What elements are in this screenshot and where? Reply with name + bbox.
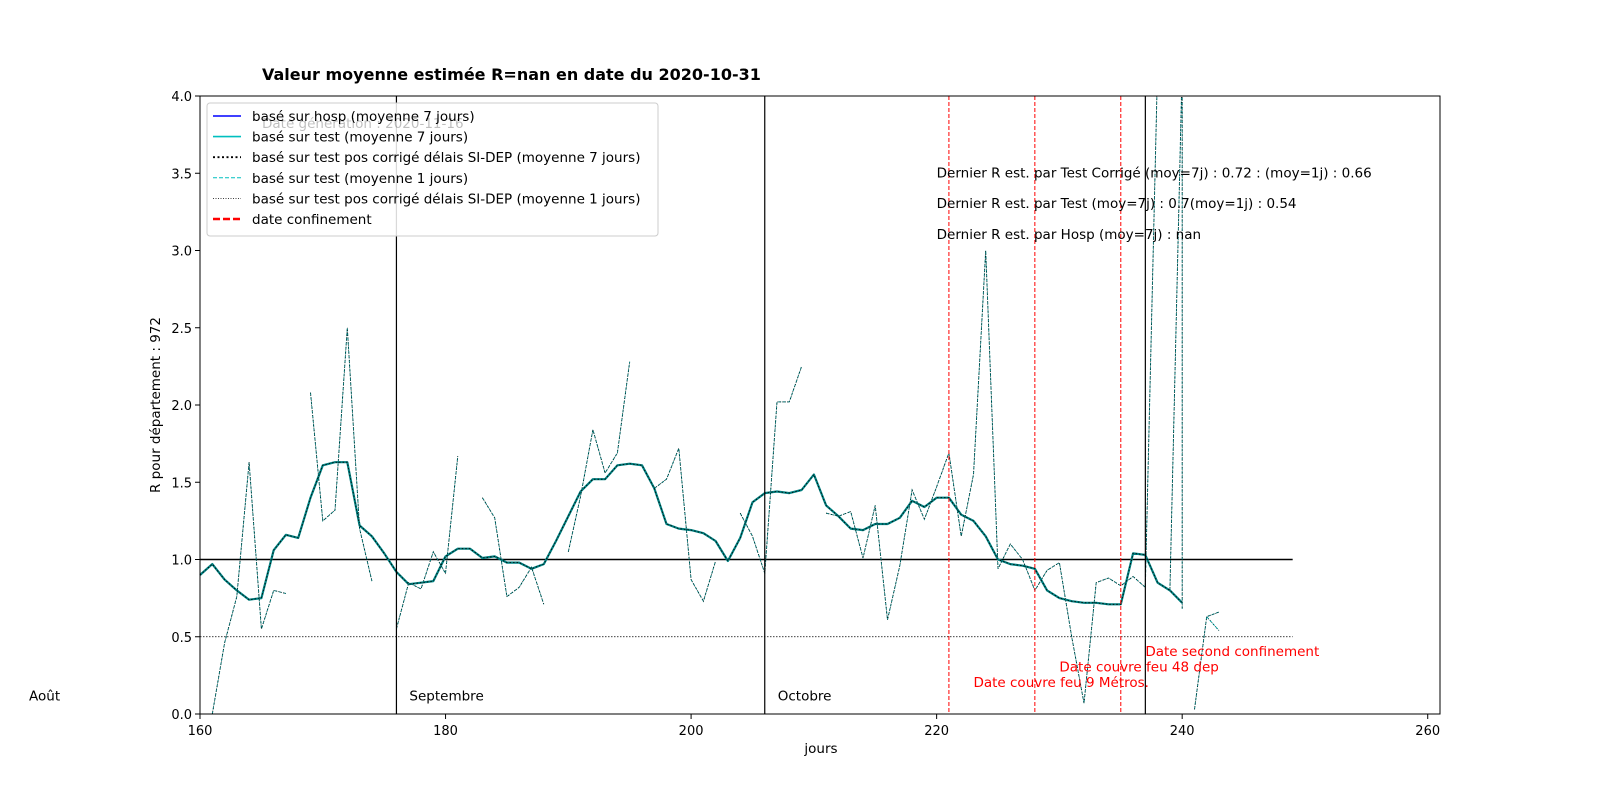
x-axis-label: jours	[803, 741, 837, 757]
y-tick-label: 4.0	[171, 90, 192, 105]
y-tick-label: 0.0	[171, 708, 192, 723]
legend-label: basé sur test pos corrigé délais SI-DEP …	[252, 191, 640, 207]
legend-label: date confinement	[252, 212, 372, 228]
r-annotation: Dernier R est. par Test Corrigé (moy=7j)…	[937, 165, 1372, 181]
series-line-overlay	[199, 461, 1183, 605]
x-tick-label: 260	[1415, 724, 1440, 739]
series-segment	[310, 327, 373, 582]
series-segment-overlay	[826, 96, 1158, 704]
legend-label: basé sur test (moyenne 1 jours)	[252, 171, 468, 187]
series-segment-overlay	[396, 455, 459, 630]
legend-label: basé sur test (moyenne 7 jours)	[252, 130, 468, 146]
series-segment-overlay	[654, 448, 716, 602]
y-tick-label: 3.5	[171, 167, 192, 182]
y-tick-label: 1.5	[171, 476, 192, 491]
x-tick-label: 220	[924, 724, 949, 739]
series-segment	[395, 455, 459, 630]
series-segment	[567, 361, 631, 552]
date-annotation: Date couvre feu 9 Métros.	[973, 675, 1149, 691]
chart-subtitle: Date génération : 2020-11-16	[262, 116, 464, 132]
series-segment-overlay	[739, 366, 802, 574]
series-segment-overlay	[212, 462, 286, 715]
legend-box	[206, 102, 659, 237]
legend-label: basé sur hosp (moyenne 7 jours)	[252, 109, 475, 125]
series-segment	[739, 366, 803, 574]
series-segment	[825, 96, 1158, 704]
date-annotation: Date couvre feu 48 dep	[1059, 660, 1218, 676]
series-segment-overlay	[1169, 96, 1183, 609]
y-tick-label: 2.0	[171, 399, 192, 414]
series-segment	[653, 448, 717, 603]
x-tick-label: 240	[1170, 724, 1195, 739]
series-segment	[481, 497, 545, 605]
legend: basé sur hosp (moyenne 7 jours) basé sur …	[206, 102, 659, 237]
month-label: Septembre	[409, 689, 483, 705]
y-axis-label: R pour département : 972	[148, 317, 164, 493]
series-segment-overlay	[1206, 616, 1220, 631]
y-tick-label: 1.0	[171, 554, 192, 569]
r-annotation: Dernier R est. par Test (moy=7j) : 0.7(m…	[937, 196, 1297, 212]
y-tick-label: 0.5	[171, 631, 192, 646]
series-segment-overlay	[310, 327, 373, 582]
series-segment	[211, 462, 287, 715]
chart-title: Valeur moyenne estimée R=nan en date du …	[262, 65, 761, 84]
x-tick-label: 180	[433, 724, 458, 739]
r-annotation: Dernier R est. par Hosp (moy=7j) : nan	[937, 227, 1201, 243]
month-label: Octobre	[778, 689, 832, 705]
date-annotation: Date second confinement	[1145, 644, 1319, 660]
x-tick-label: 160	[188, 724, 213, 739]
y-tick-label: 2.5	[171, 322, 192, 337]
series-segment-overlay	[568, 361, 630, 552]
x-tick-label: 200	[679, 724, 704, 739]
y-tick-label: 3.0	[171, 245, 192, 260]
month-label: Août	[29, 689, 60, 705]
legend-label: basé sur test pos corrigé délais SI-DEP …	[252, 150, 640, 166]
